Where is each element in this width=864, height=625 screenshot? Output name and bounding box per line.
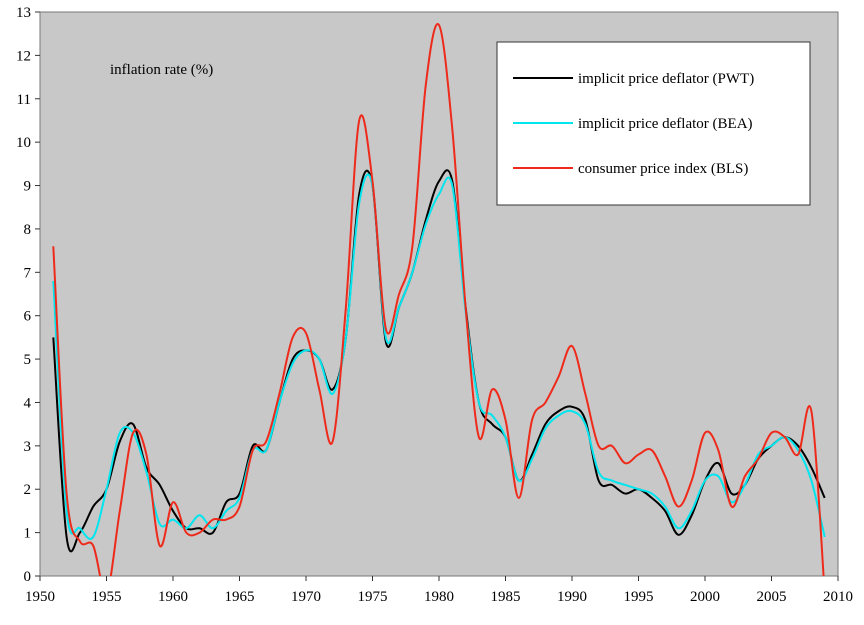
- x-tick-label: 1970: [291, 589, 321, 605]
- y-tick-label: 13: [16, 5, 31, 21]
- x-tick-label: 1960: [158, 589, 188, 605]
- x-tick-label: 1995: [624, 589, 654, 605]
- legend-label: implicit price deflator (BEA): [578, 116, 753, 132]
- y-tick-label: 4: [24, 395, 32, 411]
- y-tick-label: 8: [24, 222, 32, 238]
- x-tick-label: 1950: [25, 589, 55, 605]
- x-tick-label: 1965: [225, 589, 255, 605]
- x-tick-label: 2010: [823, 589, 853, 605]
- y-tick-label: 9: [24, 179, 32, 195]
- x-tick-label: 1955: [92, 589, 122, 605]
- y-tick-label: 11: [17, 92, 31, 108]
- x-tick-label: 1980: [424, 589, 454, 605]
- x-tick-label: 1985: [491, 589, 521, 605]
- plot-lines: [52, 22, 826, 576]
- y-tick-label: 2: [24, 482, 32, 498]
- legend-label: consumer price index (BLS): [578, 161, 748, 177]
- y-tick-label: 5: [24, 352, 32, 368]
- legend-label: implicit price deflator (PWT): [578, 71, 754, 87]
- series-line: [52, 169, 826, 553]
- series-line: [52, 173, 826, 540]
- y-tick-label: 7: [24, 265, 32, 281]
- x-tick-label: 2000: [690, 589, 720, 605]
- y-tick-label: 6: [24, 309, 32, 325]
- x-tick-label: 1975: [358, 589, 388, 605]
- y-tick-label: 3: [24, 439, 32, 455]
- y-tick-label: 10: [16, 135, 31, 151]
- annotation: inflation rate (%): [110, 62, 213, 78]
- x-tick-label: 1990: [557, 589, 587, 605]
- y-tick-label: 0: [24, 569, 32, 585]
- y-tick-label: 12: [16, 48, 31, 64]
- x-tick-label: 2005: [757, 589, 787, 605]
- series-line: [52, 22, 825, 576]
- y-tick-label: 1: [24, 526, 32, 542]
